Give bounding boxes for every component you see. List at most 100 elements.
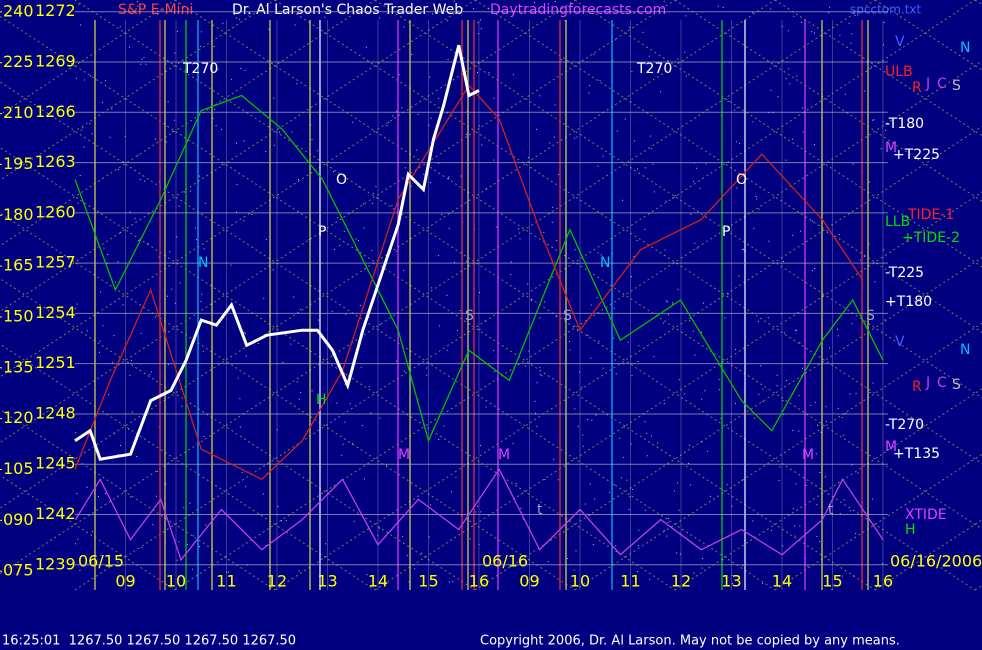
background-dot <box>76 493 78 495</box>
background-dot <box>752 12 754 14</box>
date-label: 06/15 <box>78 552 124 571</box>
background-dot <box>429 76 431 78</box>
background-dot <box>739 142 741 144</box>
background-dot <box>543 231 545 233</box>
background-dot <box>473 8 475 10</box>
date-label: 06/16/2006 <box>890 552 982 571</box>
annotation: -T225 <box>885 265 924 281</box>
background-dot <box>82 127 84 129</box>
annotation: -T270 <box>885 417 924 433</box>
background-dot <box>432 13 434 15</box>
background-dot <box>644 421 646 423</box>
background-dot <box>517 228 519 230</box>
background-dot <box>357 240 359 242</box>
background-dot <box>365 46 367 48</box>
background-dot <box>544 479 546 481</box>
background-dot <box>145 63 147 65</box>
annotation: H <box>316 392 327 408</box>
background-dot <box>573 569 575 571</box>
background-dot <box>720 417 722 419</box>
background-dot <box>757 320 759 322</box>
background-dot <box>582 445 584 447</box>
background-dot <box>296 381 298 383</box>
background-dot <box>649 578 651 580</box>
background-dot <box>688 320 690 322</box>
background-dot <box>824 476 826 478</box>
background-dot <box>244 69 246 71</box>
background-dot <box>477 33 479 35</box>
background-dot <box>587 418 589 420</box>
annotation: S <box>866 308 875 324</box>
angle-line <box>74 0 976 591</box>
background-dot <box>395 250 397 252</box>
background-dot <box>637 361 639 363</box>
background-dot <box>90 75 92 77</box>
background-dot <box>851 323 853 325</box>
background-dot <box>599 79 601 81</box>
annotation: S <box>563 308 572 324</box>
background-dot <box>243 140 245 142</box>
y-tick-label: 1260 <box>35 202 76 221</box>
background-dot <box>212 117 214 119</box>
background-dot <box>140 332 142 334</box>
background-dot <box>353 520 355 522</box>
background-dot <box>646 455 648 457</box>
background-dot <box>76 77 78 79</box>
background-dot <box>539 95 541 97</box>
background-dot <box>171 288 173 290</box>
background-dot <box>810 404 812 406</box>
background-dot <box>882 121 884 123</box>
background-dot <box>590 357 592 359</box>
background-dot <box>165 483 167 485</box>
background-dot <box>618 437 620 439</box>
background-dot <box>707 450 709 452</box>
background-dot <box>431 287 433 289</box>
y2-tick-label: 180 <box>3 205 34 224</box>
background-dot <box>512 443 514 445</box>
angle-line <box>174 0 982 530</box>
background-dot <box>781 26 783 28</box>
background-dot <box>664 249 666 251</box>
background-dot <box>667 517 669 519</box>
background-dot <box>553 136 555 138</box>
file-name: spcctom.txt <box>850 3 921 17</box>
background-dot <box>448 227 450 229</box>
background-dot <box>615 373 617 375</box>
y-tick-label: 1272 <box>35 1 76 20</box>
y-tick-label: 1266 <box>35 102 76 121</box>
background-dot <box>600 254 602 256</box>
background-dot <box>857 472 859 474</box>
background-dot <box>544 301 546 303</box>
background-dot <box>480 28 482 30</box>
background-dot <box>754 417 756 419</box>
background-dot <box>786 380 788 382</box>
background-dot <box>787 30 789 32</box>
y-tick-label: 1263 <box>35 152 76 171</box>
background-dot <box>596 297 598 299</box>
background-dot <box>628 509 630 511</box>
background-dot <box>438 255 440 257</box>
background-dot <box>560 59 562 61</box>
background-dot <box>868 181 870 183</box>
background-dot <box>282 361 284 363</box>
background-dot <box>245 486 247 488</box>
annotation: S <box>952 78 961 94</box>
background-dot <box>597 165 599 167</box>
background-dot <box>236 211 238 213</box>
background-dot <box>638 529 640 531</box>
background-dot <box>887 586 889 588</box>
instrument: S&P E-Mini <box>118 2 193 18</box>
background-dot <box>880 148 882 150</box>
background-dot <box>344 421 346 423</box>
background-dot <box>577 330 579 332</box>
background-dot <box>785 159 787 161</box>
background-dot <box>795 483 797 485</box>
background-dot <box>717 5 719 7</box>
background-dot <box>98 495 100 497</box>
background-dot <box>417 113 419 115</box>
background-dot <box>660 91 662 93</box>
background-dot <box>616 130 618 132</box>
background-dot <box>828 12 830 14</box>
background-dot <box>577 425 579 427</box>
background-dot <box>677 288 679 290</box>
